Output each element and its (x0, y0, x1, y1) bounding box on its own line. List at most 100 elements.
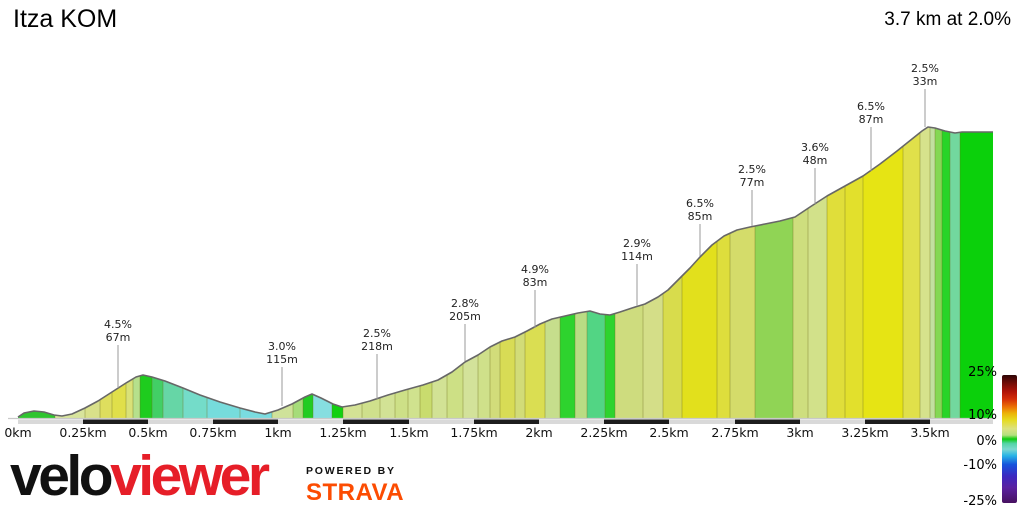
x-tick-label: 3.25km (841, 425, 888, 440)
segment-annotation: 3.0%115m (266, 340, 298, 406)
gradient-band (920, 127, 930, 418)
gradient-band (163, 127, 183, 418)
x-tick-label: 2.25km (580, 425, 627, 440)
annotation-length: 87m (859, 113, 884, 126)
powered-by-label: POWERED BY (306, 465, 396, 477)
distance-bar-dark-segment (83, 419, 148, 424)
gradient-band (605, 127, 615, 418)
gradient-band (560, 127, 575, 418)
gradient-band (240, 127, 272, 418)
profile-outline (17, 126, 993, 418)
annotation-gradient: 6.5% (857, 100, 885, 113)
annotation-gradient: 2.5% (363, 327, 391, 340)
segment-annotation: 2.5%77m (738, 163, 766, 226)
gradient-band (152, 127, 163, 418)
gradient-band (827, 127, 845, 418)
gradient-band (960, 127, 993, 418)
distance-bar-dark-segment (213, 419, 278, 424)
annotation-gradient: 3.0% (268, 340, 296, 353)
legend-label: 0% (976, 434, 997, 449)
segment-annotation: 4.5%67m (104, 318, 132, 388)
gradient-bands (18, 127, 993, 418)
x-tick-label: 2.5km (649, 425, 688, 440)
gradient-band (525, 127, 545, 418)
annotation-gradient: 2.5% (911, 62, 939, 75)
gradient-band (863, 127, 903, 418)
segment-annotation: 3.6%48m (801, 141, 829, 204)
gradient-band (420, 127, 432, 418)
legend-label: 10% (968, 408, 997, 423)
gradient-band (18, 127, 55, 418)
segment-annotation: 2.5%33m (911, 62, 939, 127)
annotation-length: 48m (803, 154, 828, 167)
legend-label: -10% (963, 458, 997, 473)
annotation-gradient: 3.6% (801, 141, 829, 154)
gradient-band (207, 127, 240, 418)
gradient-band (587, 127, 605, 418)
logo-velo: velo (10, 444, 114, 508)
gradient-band (478, 127, 490, 418)
distance-bar-dark-segment (474, 419, 539, 424)
gradient-band (500, 127, 515, 418)
gradient-band (313, 127, 332, 418)
segment-annotation: 2.8%205m (449, 297, 481, 361)
gradient-band (408, 127, 420, 418)
gradient-band (663, 127, 682, 418)
gradient-band (183, 127, 207, 418)
annotation-length: 205m (449, 310, 481, 323)
legend-label: 25% (968, 365, 997, 380)
gradient-band (575, 127, 587, 418)
x-tick-label: 1.5km (389, 425, 428, 440)
segment-annotation: 2.9%114m (621, 237, 653, 306)
gradient-band (545, 127, 560, 418)
gradient-band (755, 127, 793, 418)
distance-bar-dark-segment (865, 419, 930, 424)
gradient-band (930, 127, 935, 418)
distance-bar-dark-segment (343, 419, 409, 424)
gradient-legend-labels: 25% 10% 0% -10% -25% (963, 365, 997, 509)
legend-label: -25% (963, 494, 997, 509)
x-tick-label: 3km (786, 425, 813, 440)
x-tick-label: 0.75km (189, 425, 236, 440)
strava-logo: STRAVA (306, 479, 405, 506)
gradient-band (515, 127, 525, 418)
gradient-band (730, 127, 755, 418)
x-axis-labels: 0km 0.25km 0.5km 0.75km 1km 1.25km 1.5km 1.75km… (4, 425, 949, 440)
gradient-legend-bar (1002, 375, 1017, 503)
annotation-gradient: 2.9% (623, 237, 651, 250)
x-tick-label: 1.25km (319, 425, 366, 440)
annotation-length: 83m (523, 276, 548, 289)
gradient-band (903, 127, 920, 418)
annotation-length: 33m (913, 75, 938, 88)
x-tick-label: 2.75km (711, 425, 758, 440)
climb-summary: 3.7 km at 2.0% (884, 9, 1011, 30)
x-tick-label: 0.25km (59, 425, 106, 440)
gradient-band (332, 127, 343, 418)
annotation-gradient: 6.5% (686, 197, 714, 210)
x-tick-label: 0.5km (128, 425, 167, 440)
gradient-band (126, 127, 133, 418)
annotation-length: 218m (361, 340, 393, 353)
gradient-band (343, 127, 362, 418)
gradient-band (395, 127, 408, 418)
annotation-length: 77m (740, 176, 765, 189)
gradient-band (682, 127, 717, 418)
annotation-length: 67m (106, 331, 131, 344)
gradient-band (55, 127, 85, 418)
annotation-gradient: 4.5% (104, 318, 132, 331)
x-tick-label: 1.75km (450, 425, 497, 440)
gradient-band (432, 127, 447, 418)
logo-viewer: viewer (110, 444, 270, 508)
gradient-band (942, 127, 950, 418)
gradient-band (845, 127, 863, 418)
annotation-length: 114m (621, 250, 653, 263)
gradient-band (490, 127, 500, 418)
gradient-band (140, 127, 152, 418)
annotation-length: 115m (266, 353, 298, 366)
gradient-band (133, 127, 140, 418)
gradient-band (100, 127, 112, 418)
segment-annotation: 6.5%87m (857, 100, 885, 171)
strava-attribution: POWERED BY STRAVA (306, 465, 404, 507)
gradient-band (463, 127, 478, 418)
